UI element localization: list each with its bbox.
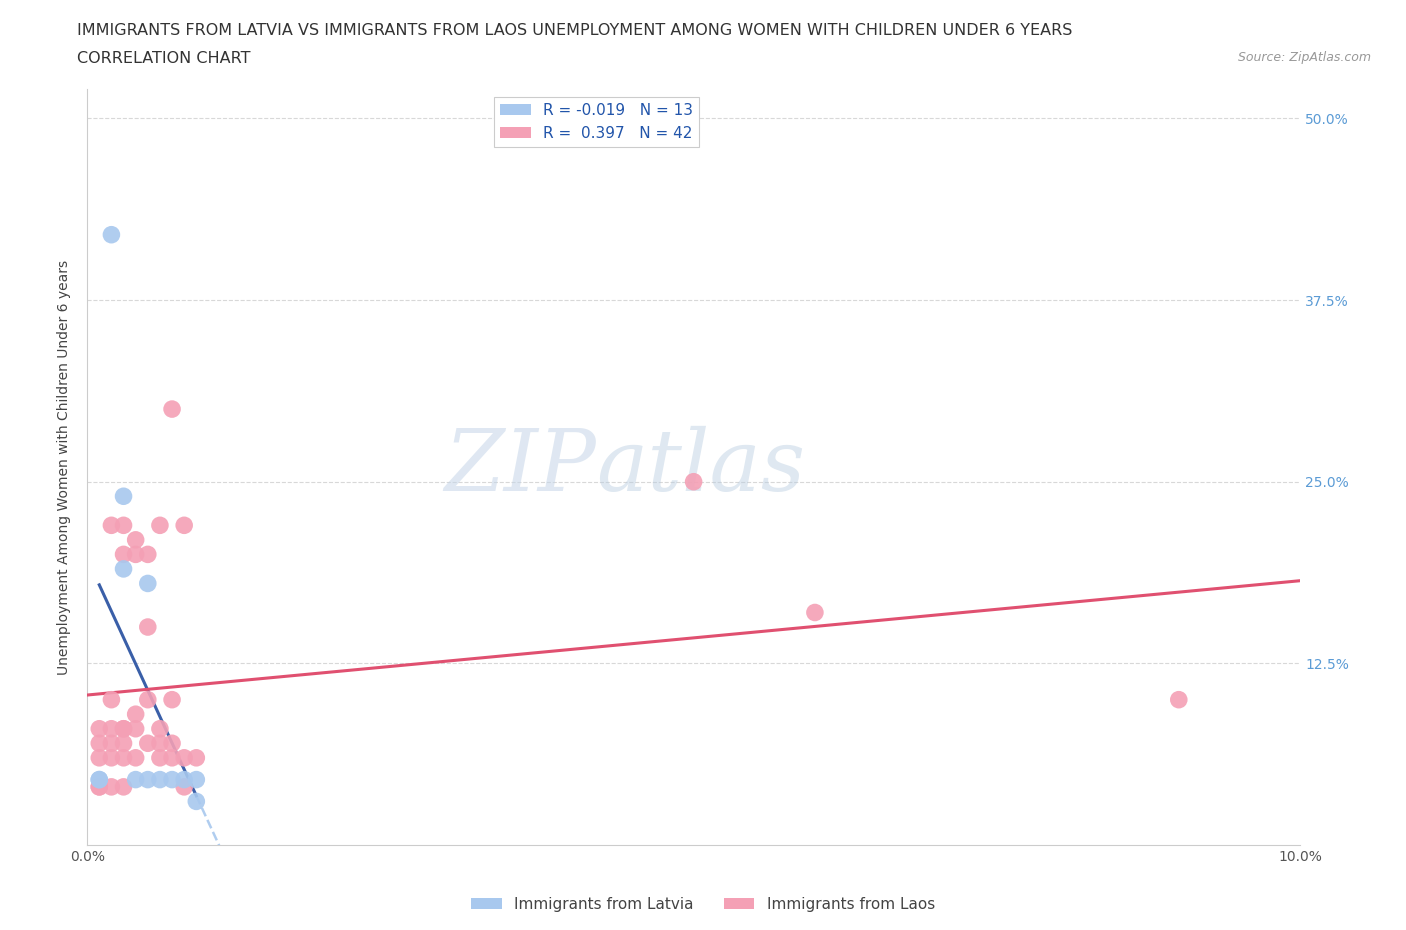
Point [149,518,172,533]
Point [186,751,208,765]
Point [124,722,146,737]
Point [173,518,195,533]
Point [160,692,183,707]
Point [89,722,111,737]
Point [682,474,704,489]
Point [100,227,122,242]
Point [112,722,135,737]
Text: Source: ZipAtlas.com: Source: ZipAtlas.com [1237,51,1371,64]
Point [160,772,183,787]
Text: ZIP: ZIP [444,426,596,509]
Point [100,692,122,707]
Point [160,736,183,751]
Point [173,772,195,787]
Legend: Immigrants from Latvia, Immigrants from Laos: Immigrants from Latvia, Immigrants from … [465,891,941,918]
Text: atlas: atlas [596,426,806,509]
Point [100,736,122,751]
Point [112,562,135,577]
Point [112,518,135,533]
Point [89,779,111,794]
Point [124,707,146,722]
Point [149,772,172,787]
Point [112,489,135,504]
Point [89,779,111,794]
Point [112,722,135,737]
Point [136,576,159,591]
Point [136,547,159,562]
Point [149,736,172,751]
Point [112,736,135,751]
Point [112,779,135,794]
Point [112,751,135,765]
Point [136,692,159,707]
Point [124,772,146,787]
Point [89,772,111,787]
Text: CORRELATION CHART: CORRELATION CHART [77,51,250,66]
Point [186,794,208,809]
Point [1167,692,1189,707]
Point [124,547,146,562]
Point [100,751,122,765]
Point [124,751,146,765]
Point [136,772,159,787]
Point [173,751,195,765]
Point [124,532,146,547]
Point [112,547,135,562]
Point [89,772,111,787]
Legend: R = -0.019   N = 13, R =  0.397   N = 42: R = -0.019 N = 13, R = 0.397 N = 42 [494,97,699,147]
Point [89,751,111,765]
Y-axis label: Unemployment Among Women with Children Under 6 years: Unemployment Among Women with Children U… [58,259,72,675]
Point [149,751,172,765]
Point [100,518,122,533]
Point [136,736,159,751]
Point [100,779,122,794]
Point [173,779,195,794]
Point [160,751,183,765]
Point [186,772,208,787]
Point [804,605,827,620]
Point [100,722,122,737]
Point [89,736,111,751]
Point [136,619,159,634]
Point [149,722,172,737]
Text: IMMIGRANTS FROM LATVIA VS IMMIGRANTS FROM LAOS UNEMPLOYMENT AMONG WOMEN WITH CHI: IMMIGRANTS FROM LATVIA VS IMMIGRANTS FRO… [77,23,1073,38]
Point [160,402,183,417]
